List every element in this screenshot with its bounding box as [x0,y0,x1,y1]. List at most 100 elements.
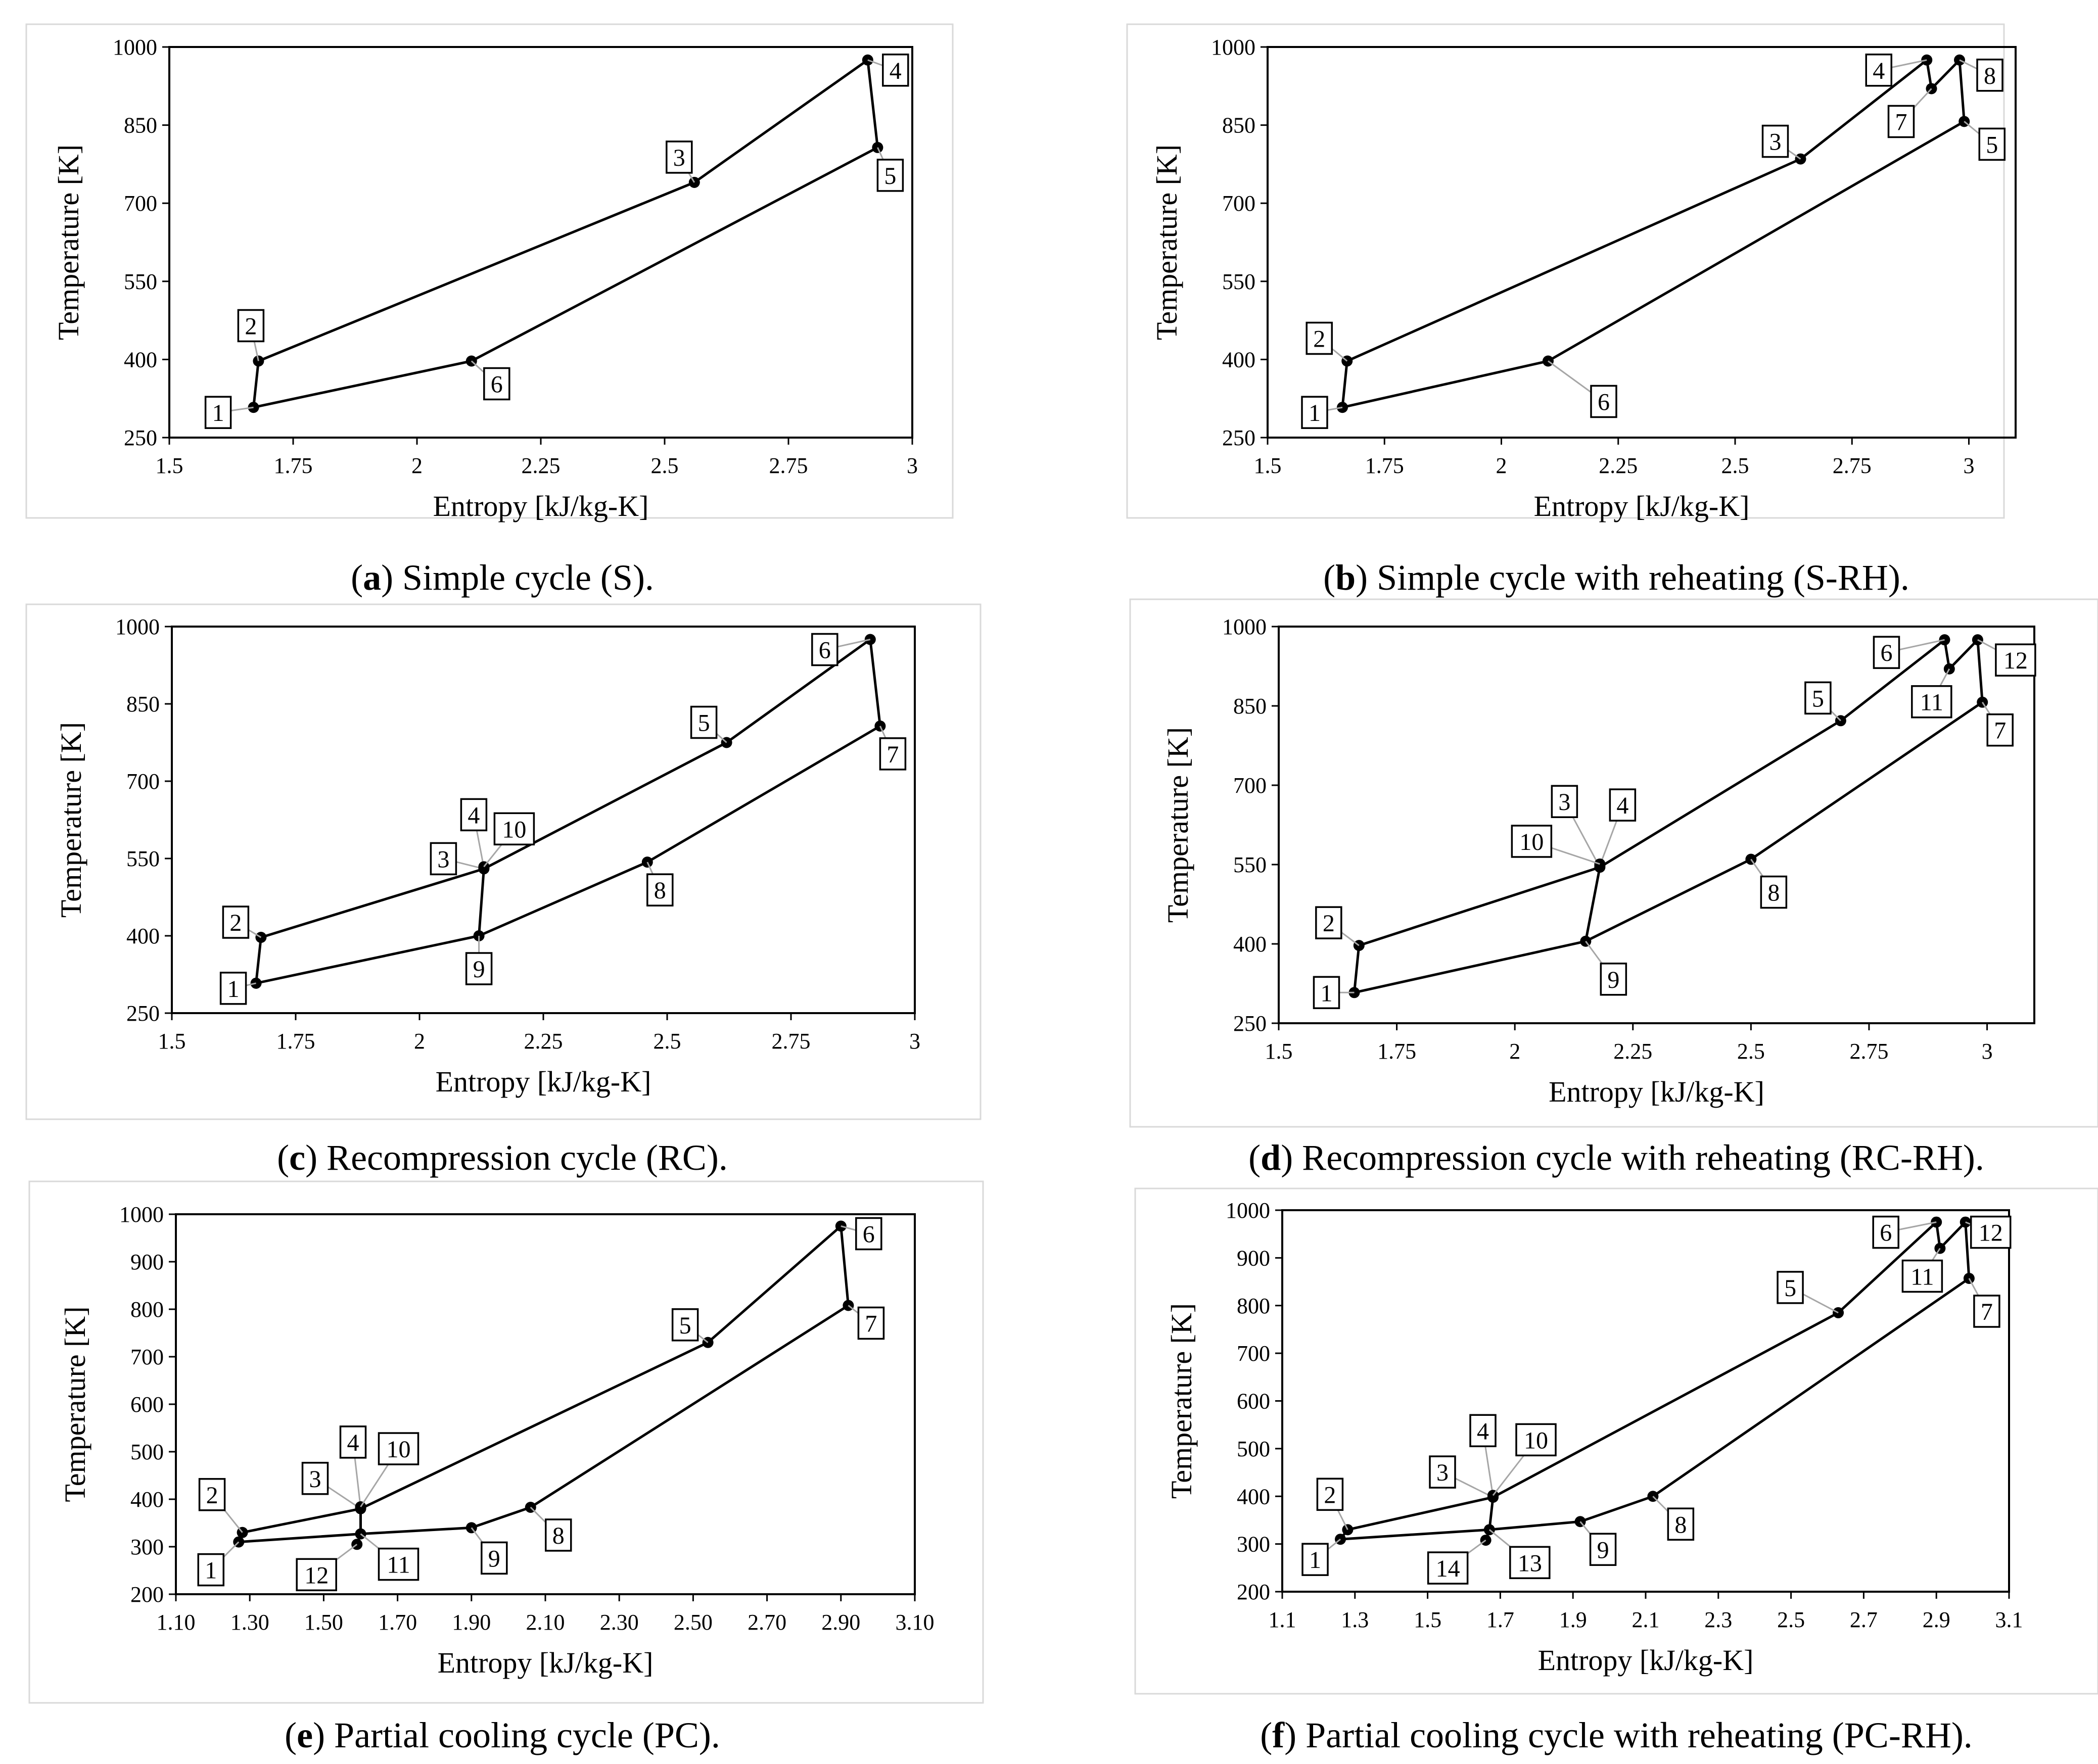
state-label: 1 [1309,400,1321,426]
state-label-box [1313,976,1340,1010]
y-tick-label: 400 [124,347,157,372]
state-point [253,355,264,367]
state-label: 5 [679,1312,691,1339]
y-tick-label: 850 [124,113,157,138]
state-label-box [1865,54,1892,87]
x-axis-label: Entropy [kJ/kg-K] [1534,490,1750,522]
x-tick-label: 2.5 [1777,1607,1805,1632]
y-tick-label: 550 [126,846,160,871]
state-label-box [1589,1533,1617,1566]
state-label: 2 [245,313,257,340]
state-label-box [378,1547,419,1581]
state-label: 5 [1986,131,1998,158]
y-tick-label: 500 [1237,1437,1270,1461]
x-tick-label: 1.75 [276,1029,315,1054]
state-label-box [1887,105,1915,138]
caption-text: ) Recompression cycle with reheating (RC… [1281,1137,1984,1178]
chart-panel-b: 1.5 1.75 2 2.25 2.5 2.75 3 250 400 550 700 850 1000 E… [1126,23,2017,598]
y-tick-label: 400 [130,1487,164,1512]
state-label: 12 [304,1562,329,1589]
state-label-box [1973,1295,2000,1328]
state-label-box [1667,1507,1695,1541]
x-tick-label: 1.90 [452,1610,491,1635]
x-tick-label: 3.1 [1995,1607,2023,1632]
cycle-line [237,1225,850,1544]
y-tick-label: 700 [130,1345,164,1369]
y-axis-label: Temperature [K] [55,722,87,918]
x-tick-label: 3 [907,453,918,478]
state-label-box [198,1478,226,1511]
state-label-box [197,1553,225,1587]
state-label-box [879,737,907,771]
y-tick-label: 550 [1222,269,1255,294]
state-label: 1 [1309,1547,1321,1574]
y-tick-label: 400 [1237,1484,1270,1509]
caption-letter: a [363,557,381,598]
state-label: 11 [1920,689,1943,716]
state-label: 1 [212,400,224,426]
x-tick-label: 2.5 [1721,453,1749,478]
state-label: 4 [1616,792,1628,819]
cycle-segment [1584,867,1601,942]
y-tick-label: 500 [130,1440,164,1464]
y-tick-label: 700 [124,191,157,216]
state-label-box [237,309,265,343]
y-tick-label: 1000 [1222,614,1267,639]
state-label: 8 [1984,63,1996,89]
state-label-box [465,952,493,985]
caption-open: ( [1323,557,1335,598]
x-tick-label: 2.30 [600,1610,639,1635]
x-tick-label: 3 [1964,453,1975,478]
y-tick-label: 250 [1233,1011,1267,1036]
state-label: 12 [1979,1220,2003,1247]
x-tick-label: 1.5 [156,453,183,478]
state-label-box [296,1558,337,1592]
state-label: 7 [887,741,899,768]
state-label: 1 [227,976,240,1003]
state-label-box [855,1217,882,1251]
state-label: 8 [1674,1511,1687,1538]
state-label: 8 [1767,880,1780,907]
y-axis-label: Temperature [K] [52,145,85,340]
state-label-box [483,367,510,401]
chart-panel-c: 1.5 1.75 2 2.25 2.5 2.75 3 250 400 550 700 850 1000 E… [25,603,982,1178]
x-tick-label: 1.5 [1265,1039,1293,1064]
state-label-box [1316,1477,1344,1511]
state-label: 1 [1321,980,1333,1007]
state-label-box [460,798,488,832]
state-label-box [1427,1551,1469,1585]
y-tick-label: 700 [1237,1341,1270,1366]
state-label: 4 [890,58,902,84]
x-tick-label: 2 [1509,1039,1520,1064]
state-label: 9 [488,1545,500,1572]
x-tick-label: 2.25 [1599,453,1638,478]
y-tick-label: 700 [1233,773,1267,798]
state-label-box [301,1462,329,1495]
x-tick-label: 2.3 [1704,1607,1732,1632]
y-tick-label: 850 [1222,113,1255,138]
caption-open: ( [285,1715,297,1755]
y-tick-label: 800 [1237,1294,1270,1318]
state-label-box [1429,1455,1456,1489]
state-label-box [1873,636,1900,669]
caption-open: ( [1260,1715,1272,1755]
y-tick-label: 1000 [119,1202,164,1227]
state-label-box [666,140,693,174]
y-tick-label: 400 [126,924,160,948]
x-tick-label: 1.10 [157,1610,196,1635]
state-label-box [1511,825,1553,858]
chart-caption: (a) Simple cycle (S). [351,557,654,598]
y-tick-label: 900 [130,1250,164,1274]
x-axis-label: Entropy [kJ/kg-K] [1549,1075,1764,1108]
x-tick-label: 2.5 [1737,1039,1765,1064]
y-tick-label: 1000 [1211,35,1255,60]
x-axis-label: Entropy [kJ/kg-K] [1538,1644,1754,1677]
state-label-box [1872,1215,1899,1249]
state-label: 5 [884,163,896,189]
chart-caption: (b) Simple cycle with reheating (S-RH). [1323,557,1909,598]
x-tick-label: 2.5 [651,453,679,478]
caption-open: ( [351,557,363,598]
state-label: 3 [437,846,449,873]
state-label: 2 [1313,325,1325,352]
state-label: 2 [229,910,242,936]
